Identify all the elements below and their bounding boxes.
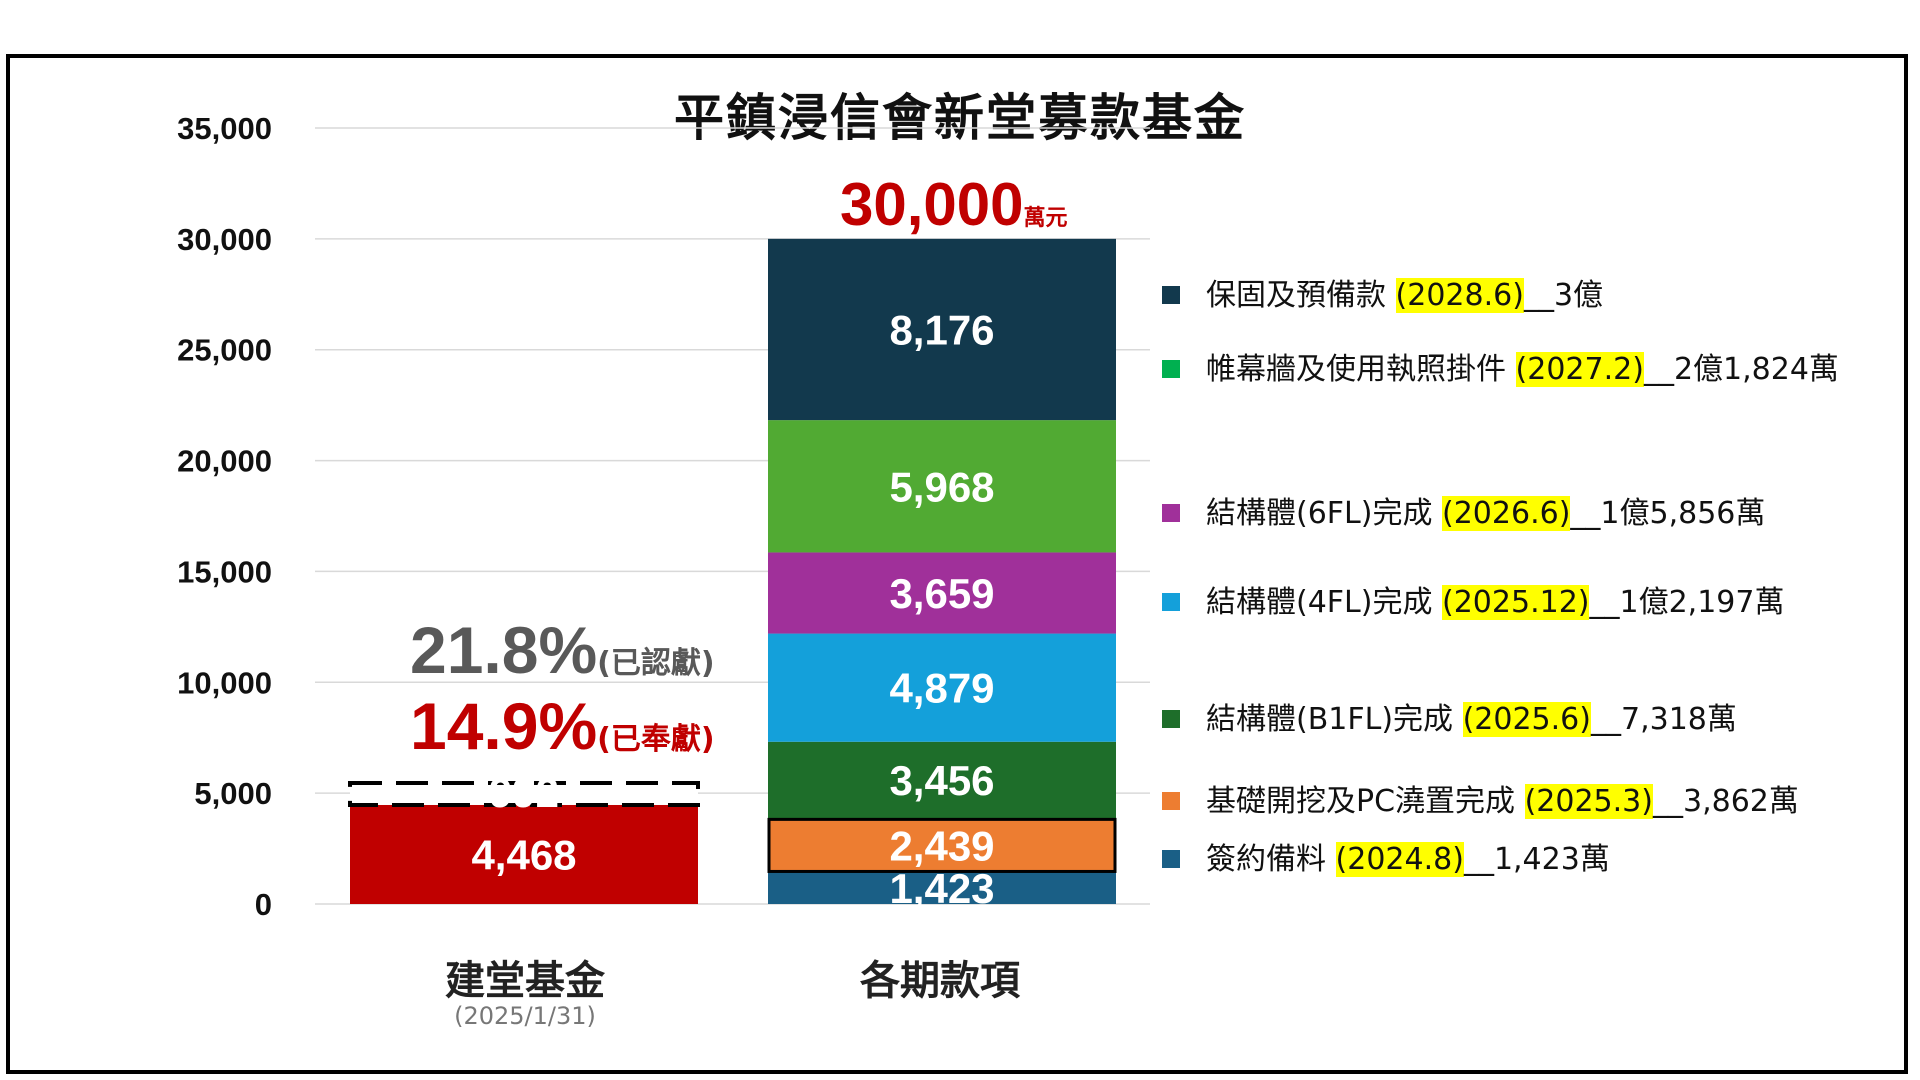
- legend-swatch: [1162, 285, 1180, 304]
- y-tick-label: 0: [255, 887, 272, 922]
- y-tick-label: 20,000: [177, 444, 272, 479]
- legend-swatch: [1162, 791, 1180, 810]
- segment-label: 3,456: [889, 757, 994, 804]
- legend-item-foundation: 基礎開挖及PC澆置完成 (2025.3)__3,862萬: [1162, 782, 1799, 822]
- legend-amount: __1億2,197萬: [1589, 585, 1785, 620]
- category-sublabel-fund: (2025/1/31): [454, 1002, 596, 1030]
- legend-name: 簽約備料: [1206, 842, 1326, 877]
- bar-segment: [768, 552, 1116, 634]
- legend-name: 結構體(6FL)完成: [1206, 496, 1433, 531]
- legend-item-contract: 簽約備料 (2024.8)__1,423萬: [1162, 840, 1610, 880]
- segment-label: 1,423: [889, 865, 994, 912]
- y-tick-label: 30,000: [177, 222, 272, 257]
- legend-swatch: [1162, 849, 1180, 868]
- bar-segment: [768, 872, 1116, 904]
- legend-amount: __3億: [1523, 278, 1604, 313]
- segment-label: 2,439: [889, 822, 994, 869]
- y-tick-label: 10,000: [177, 665, 272, 700]
- legend-item-structure-4fl: 結構體(4FL)完成 (2025.12)__1億2,197萬: [1162, 583, 1784, 623]
- y-tick-label: 5,000: [194, 776, 272, 811]
- bar-segment: [768, 238, 1116, 421]
- bar-segment: [768, 633, 1116, 742]
- total-unit: 萬元: [1023, 206, 1068, 231]
- category-label-payments: 各期款項: [860, 958, 1020, 1004]
- segment-outline: [767, 817, 1117, 873]
- y-tick-label: 15,000: [177, 554, 272, 589]
- pledged-percent: 21.8%(已認獻): [410, 612, 715, 688]
- legend-swatch: [1162, 503, 1180, 522]
- donated-percent: 14.9%(已奉獻): [410, 688, 715, 764]
- legend-date: (2028.6): [1395, 278, 1524, 313]
- bar-segment: [768, 818, 1116, 873]
- segment-label: 8,176: [889, 306, 994, 353]
- legend-name: 基礎開挖及PC澆置完成: [1206, 784, 1516, 819]
- bar-segment: [768, 420, 1116, 553]
- legend-amount: __3,862萬: [1652, 784, 1799, 819]
- legend-date: (2026.6): [1442, 496, 1571, 531]
- category-label-fund: 建堂基金: [445, 958, 605, 1004]
- segment-label: 4,468: [471, 831, 576, 878]
- legend-date: (2025.12): [1442, 585, 1590, 620]
- total-label: 30,000萬元: [840, 170, 1068, 239]
- donated-percent-value: 14.9%: [410, 689, 598, 763]
- legend-date: (2025.3): [1524, 784, 1653, 819]
- legend-item-curtain-wall: 帷幕牆及使用執照掛件 (2027.2)__2億1,824萬: [1162, 350, 1839, 390]
- segment-label: 3,659: [889, 570, 994, 617]
- legend-amount: __1,423萬: [1463, 842, 1610, 877]
- legend-item-structure-6fl: 結構體(6FL)完成 (2026.6)__1億5,856萬: [1162, 494, 1765, 534]
- legend-name: 保固及預備款: [1206, 278, 1386, 313]
- y-tick-label: 35,000: [177, 111, 272, 146]
- legend-name: 結構體(4FL)完成: [1206, 585, 1433, 620]
- chart-frame: [6, 54, 1908, 1074]
- legend-date: (2025.6): [1462, 702, 1591, 737]
- segment-label: 992: [489, 769, 559, 816]
- legend-swatch: [1162, 359, 1180, 378]
- legend-item-structure-b1fl: 結構體(B1FL)完成 (2025.6)__7,318萬: [1162, 700, 1737, 740]
- segment-label: 4,879: [889, 665, 994, 712]
- legend-amount: __1億5,856萬: [1570, 496, 1766, 531]
- legend-date: (2024.8): [1335, 842, 1464, 877]
- legend-swatch: [1162, 592, 1180, 611]
- bar-segment: [768, 741, 1116, 819]
- bar-segment: [350, 804, 698, 904]
- total-value: 30,000: [840, 171, 1024, 238]
- legend-name: 帷幕牆及使用執照掛件: [1206, 352, 1506, 387]
- pledged-percent-note: (已認獻): [597, 646, 715, 681]
- legend-item-warranty: 保固及預備款 (2028.6)__3億: [1162, 276, 1603, 316]
- legend-amount: __2億1,824萬: [1643, 352, 1839, 387]
- legend-name: 結構體(B1FL)完成: [1206, 702, 1454, 737]
- legend-amount: __7,318萬: [1590, 702, 1737, 737]
- bar-segment-pledged: [348, 780, 700, 807]
- donated-percent-note: (已奉獻): [597, 722, 715, 757]
- legend-swatch: [1162, 709, 1180, 728]
- chart-title: 平鎮浸信會新堂募款基金: [674, 89, 1246, 147]
- pledged-percent-value: 21.8%: [410, 613, 598, 687]
- segment-label: 5,968: [889, 463, 994, 510]
- legend-date: (2027.2): [1515, 352, 1644, 387]
- y-tick-label: 25,000: [177, 333, 272, 368]
